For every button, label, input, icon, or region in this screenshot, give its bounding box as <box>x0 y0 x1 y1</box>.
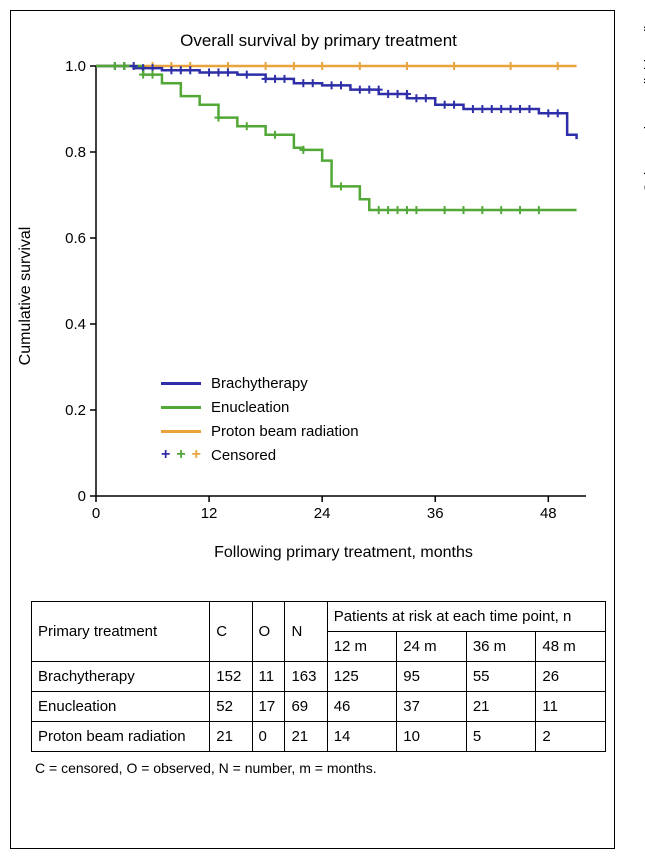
legend-item: Brachytherapy <box>161 371 359 395</box>
row-t36: 55 <box>466 662 536 692</box>
th-c: C <box>210 602 252 662</box>
footnote: C = censored, O = observed, N = number, … <box>31 760 606 776</box>
legend-label: Enucleation <box>211 399 289 416</box>
y-axis-label: Cumulative survival <box>17 227 35 366</box>
svg-text:0.6: 0.6 <box>65 230 86 247</box>
svg-text:0.4: 0.4 <box>65 316 86 333</box>
risk-table-area: Primary treatment C O N Patients at risk… <box>31 601 606 776</box>
th-36m: 36 m <box>466 632 536 662</box>
svg-text:1.0: 1.0 <box>65 58 86 75</box>
legend-line-swatch <box>161 406 201 409</box>
legend-label: Brachytherapy <box>211 375 308 392</box>
th-24m: 24 m <box>397 632 467 662</box>
chart-area: Overall survival by primary treatment Cu… <box>41 31 596 571</box>
legend-item: Proton beam radiation <box>161 419 359 443</box>
row-t36: 21 <box>466 692 536 722</box>
th-n: N <box>285 602 327 662</box>
svg-text:0.8: 0.8 <box>65 144 86 161</box>
row-t48: 11 <box>536 692 606 722</box>
row-t12: 46 <box>327 692 397 722</box>
chart-title: Overall survival by primary treatment <box>41 31 596 51</box>
row-name: Enucleation <box>32 692 210 722</box>
row-n: 21 <box>285 722 327 752</box>
row-t24: 10 <box>397 722 467 752</box>
row-name: Brachytherapy <box>32 662 210 692</box>
legend-item: Enucleation <box>161 395 359 419</box>
row-n: 163 <box>285 662 327 692</box>
svg-text:24: 24 <box>314 505 331 522</box>
legend: Brachytherapy Enucleation Proton beam radi… <box>161 371 359 467</box>
svg-text:0.2: 0.2 <box>65 402 86 419</box>
legend-line-swatch <box>161 382 201 385</box>
side-label: Color version available online <box>641 10 645 193</box>
x-axis-label: Following primary treatment, months <box>41 544 596 562</box>
plot-container: Cumulative survival 00.20.40.60.81.00122… <box>41 56 596 536</box>
th-o: O <box>252 602 285 662</box>
row-o: 0 <box>252 722 285 752</box>
row-t12: 14 <box>327 722 397 752</box>
outer-frame: Overall survival by primary treatment Cu… <box>10 10 615 849</box>
svg-text:0: 0 <box>92 505 100 522</box>
row-t48: 2 <box>536 722 606 752</box>
legend-label: Proton beam radiation <box>211 423 359 440</box>
row-t36: 5 <box>466 722 536 752</box>
th-48m: 48 m <box>536 632 606 662</box>
table-row: Proton beam radiation 21 0 21 14 10 5 2 <box>32 722 606 752</box>
svg-text:0: 0 <box>78 488 86 505</box>
row-t24: 95 <box>397 662 467 692</box>
row-c: 21 <box>210 722 252 752</box>
risk-table: Primary treatment C O N Patients at risk… <box>31 601 606 752</box>
row-c: 52 <box>210 692 252 722</box>
row-c: 152 <box>210 662 252 692</box>
svg-text:48: 48 <box>540 505 557 522</box>
svg-text:12: 12 <box>201 505 218 522</box>
row-o: 11 <box>252 662 285 692</box>
legend-censored-icon: +++ <box>161 446 201 464</box>
legend-line-swatch <box>161 430 201 433</box>
table-row: Enucleation 52 17 69 46 37 21 11 <box>32 692 606 722</box>
svg-text:36: 36 <box>427 505 444 522</box>
table-row: Brachytherapy 152 11 163 125 95 55 26 <box>32 662 606 692</box>
row-o: 17 <box>252 692 285 722</box>
row-t12: 125 <box>327 662 397 692</box>
row-name: Proton beam radiation <box>32 722 210 752</box>
legend-label: Censored <box>211 447 276 464</box>
row-t24: 37 <box>397 692 467 722</box>
th-patients: Patients at risk at each time point, n <box>327 602 605 632</box>
legend-item: +++ Censored <box>161 443 359 467</box>
row-n: 69 <box>285 692 327 722</box>
row-t48: 26 <box>536 662 606 692</box>
th-12m: 12 m <box>327 632 397 662</box>
th-primary: Primary treatment <box>32 602 210 662</box>
